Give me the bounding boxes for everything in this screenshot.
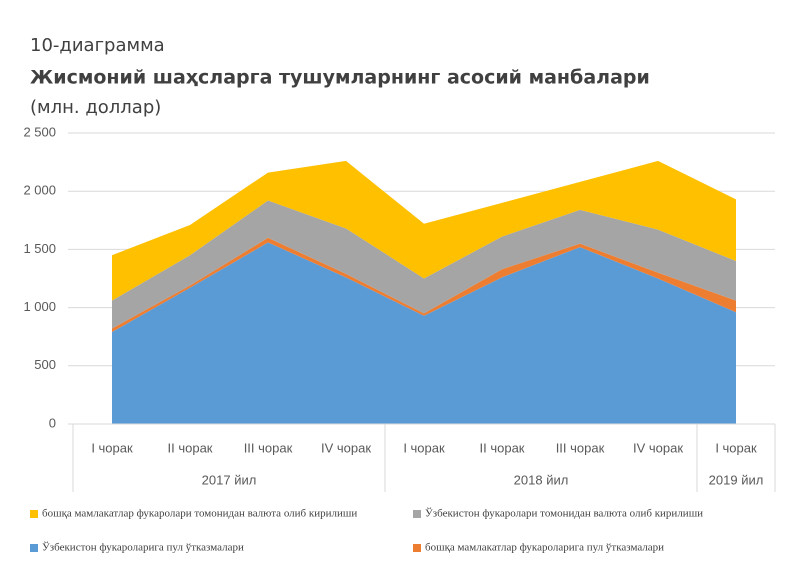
chart-title: Жисмоний шаҳсларга тушумларнинг асосий м…: [30, 67, 650, 89]
x-tick-label: II чорак: [480, 440, 525, 455]
x-tick-label: I чорак: [403, 440, 445, 455]
area: [112, 200, 736, 329]
legend-label: Ўзбекистон фукароларига пул ўтказмалари: [42, 542, 244, 554]
chart-label: 10-диаграмма: [30, 35, 165, 56]
x-tick-label: I чорак: [91, 440, 133, 455]
legend-label: бошқа мамлакатлар фукароларига пул ўтказ…: [425, 542, 664, 554]
x-tick-label: III чорак: [556, 440, 605, 455]
x-tick-label: II чорак: [168, 440, 213, 455]
x-tick-label: I чорак: [715, 440, 757, 455]
area: [112, 242, 736, 424]
y-tick-label: 500: [34, 357, 56, 372]
x-tick-label: III чорак: [244, 440, 293, 455]
x-group-label: 2017 йил: [202, 472, 257, 487]
x-tick-label: IV чорак: [633, 440, 683, 455]
y-tick-label: 2 000: [23, 183, 56, 198]
x-tick-label: IV чорак: [321, 440, 371, 455]
y-tick-label: 0: [49, 415, 56, 430]
chart-subtitle: (млн. доллар): [30, 97, 161, 118]
area: [112, 160, 736, 301]
x-group-label: 2018 йил: [514, 472, 569, 487]
legend-swatch: [413, 544, 421, 552]
y-tick-label: 1 000: [23, 299, 56, 314]
legend-swatch: [413, 510, 421, 518]
legend-label: Ўзбекистон фукаролари томонидан валюта о…: [425, 508, 703, 520]
legend-swatch: [30, 510, 38, 518]
y-tick-label: 2 500: [23, 124, 56, 139]
x-group-label: 2019 йил: [709, 472, 764, 487]
y-tick-label: 1 500: [23, 241, 56, 256]
legend-label: бошқа мамлакатлар фукаролари томонидан в…: [42, 508, 357, 520]
legend-swatch: [30, 544, 38, 552]
